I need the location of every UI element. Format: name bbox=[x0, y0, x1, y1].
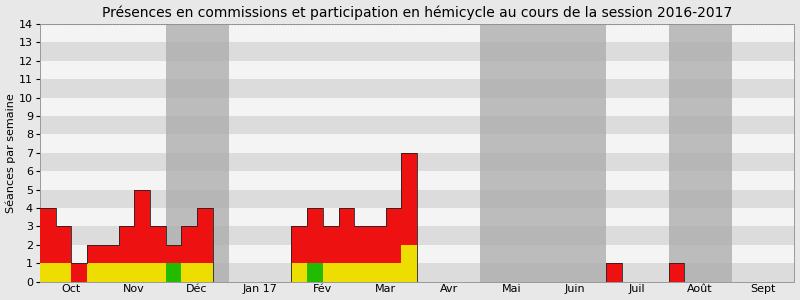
Bar bbox=[40, 245, 794, 263]
Bar bbox=[40, 153, 794, 171]
Bar bbox=[40, 79, 794, 98]
Bar bbox=[40, 24, 794, 42]
Y-axis label: Séances par semaine: Séances par semaine bbox=[6, 93, 16, 213]
Bar bbox=[40, 134, 794, 153]
Bar bbox=[40, 226, 794, 245]
Bar bbox=[40, 171, 794, 190]
Bar bbox=[166, 24, 229, 282]
Bar bbox=[40, 42, 794, 61]
Bar bbox=[40, 98, 794, 116]
Bar bbox=[669, 24, 731, 282]
Bar bbox=[40, 263, 794, 282]
Bar bbox=[40, 61, 794, 79]
Bar bbox=[40, 208, 794, 226]
Bar bbox=[40, 190, 794, 208]
Bar bbox=[543, 24, 606, 282]
Bar bbox=[480, 24, 543, 282]
Title: Présences en commissions et participation en hémicycle au cours de la session 20: Présences en commissions et participatio… bbox=[102, 6, 732, 20]
Bar bbox=[40, 116, 794, 134]
